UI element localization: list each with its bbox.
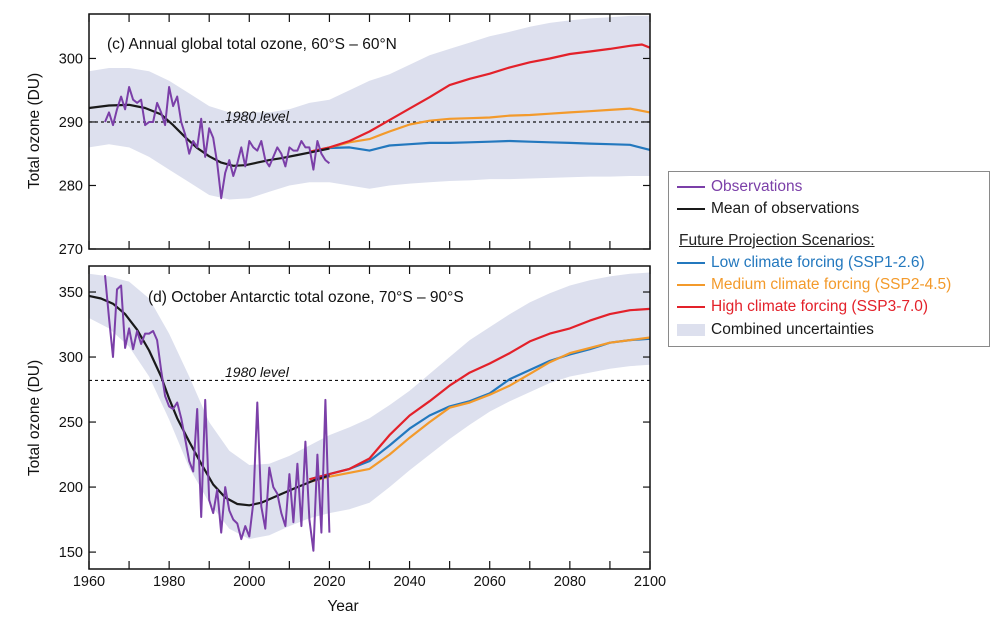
legend-item-observations: Observations	[677, 178, 802, 196]
panel-c-global-ozone: 270 280 290 300 (c) Annual global total ozo…	[26, 13, 651, 258]
legend-swatch	[677, 261, 705, 265]
x-tick-label: 2000	[233, 574, 265, 590]
axis-ticks: 270 280 290 300	[59, 14, 651, 258]
series-line-high-climate-forcing-ssp3-7-0	[309, 307, 651, 481]
x-tick-label: 2100	[634, 574, 666, 590]
legend: Observations Mean of observations Future…	[668, 171, 990, 347]
axis-ticks: 150 200 250 300 350 1960 1980 2000 2020 2040 2060 2…	[59, 266, 666, 590]
legend-label: Mean of observations	[711, 200, 860, 217]
uncertainty-band-area	[89, 272, 650, 540]
y-tick-label: 280	[59, 178, 83, 194]
uncertainty-band-area	[89, 15, 650, 200]
y-tick-label: 300	[59, 51, 83, 67]
x-tick-label: 2080	[554, 574, 586, 590]
series-line-observations	[104, 275, 331, 552]
legend-swatch	[677, 324, 705, 336]
series-lines	[88, 275, 651, 552]
series-line-medium-climate-forcing-ssp2-4-5	[309, 336, 651, 483]
y-axis-label: Total ozone (DU)	[26, 360, 43, 476]
legend-label: Low climate forcing (SSP1-2.6)	[711, 254, 925, 271]
series-line-low-climate-forcing-ssp1-2-6	[329, 139, 651, 152]
panel-title: (c) Annual global total ozone, 60°S – 60…	[107, 36, 397, 53]
y-tick-label: 350	[59, 285, 83, 301]
y-tick-label: 290	[59, 115, 83, 131]
legend-swatch	[677, 207, 705, 211]
series-line-observations	[104, 86, 331, 200]
legend-item-high: High climate forcing (SSP3-7.0)	[677, 298, 928, 316]
legend-item-mean: Mean of observations	[677, 200, 859, 218]
series-line-mean-of-observations	[88, 294, 330, 507]
panel-d-antarctic-ozone: 150 200 250 300 350 1960 1980 2000 2020 2040 2060 2…	[26, 265, 666, 615]
legend-swatch	[677, 305, 705, 309]
legend-label: Medium climate forcing (SSP2-4.5)	[711, 276, 952, 293]
series-lines	[88, 43, 651, 200]
y-tick-label: 150	[59, 545, 83, 561]
x-tick-label: 1960	[73, 574, 105, 590]
legend-label: Observations	[711, 178, 803, 195]
legend-item-medium: Medium climate forcing (SSP2-4.5)	[677, 276, 951, 294]
reference-line-label: 1980 level	[225, 364, 290, 380]
panel-title: (d) October Antarctic total ozone, 70°S …	[148, 289, 464, 306]
x-axis-label: Year	[327, 598, 358, 615]
uncertainty-band	[89, 272, 650, 540]
uncertainty-band	[89, 15, 650, 200]
y-tick-label: 270	[59, 242, 83, 258]
legend-label: Combined uncertainties	[711, 321, 874, 338]
x-tick-label: 2040	[393, 574, 425, 590]
legend-item-uncertainties: Combined uncertainties	[677, 321, 874, 339]
legend-item-low: Low climate forcing (SSP1-2.6)	[677, 254, 925, 272]
legend-swatch	[677, 283, 705, 287]
x-tick-label: 2020	[313, 574, 345, 590]
series-line-medium-climate-forcing-ssp2-4-5	[309, 107, 651, 153]
y-tick-label: 300	[59, 350, 83, 366]
series-line-high-climate-forcing-ssp3-7-0	[309, 43, 651, 153]
y-axis-label: Total ozone (DU)	[26, 73, 43, 189]
y-tick-label: 200	[59, 480, 83, 496]
legend-swatch	[677, 185, 705, 189]
x-tick-label: 1980	[153, 574, 185, 590]
y-tick-label: 250	[59, 415, 83, 431]
x-tick-label: 2060	[474, 574, 506, 590]
legend-label: High climate forcing (SSP3-7.0)	[711, 298, 929, 315]
legend-heading: Future Projection Scenarios:	[679, 232, 875, 249]
reference-line-label: 1980 level	[225, 108, 290, 124]
